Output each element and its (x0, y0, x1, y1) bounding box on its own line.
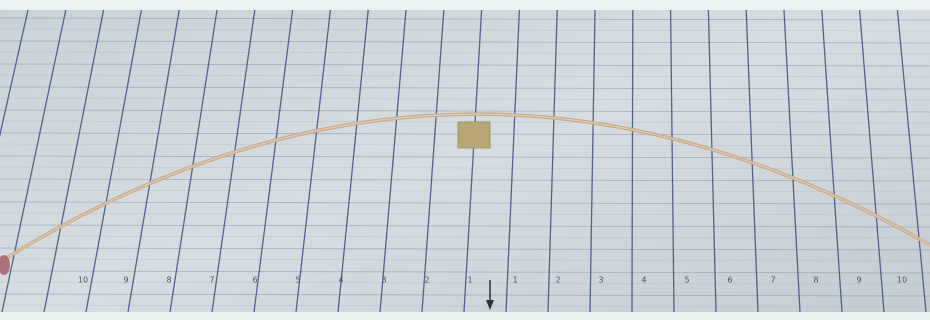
ruler-label: 8 (813, 276, 818, 285)
ruler-label: 3 (598, 276, 603, 285)
ruler-label: 9 (123, 276, 128, 285)
ruler-label: 9 (856, 276, 861, 285)
photo: 10 9 8 7 6 5 4 3 2 1 1 2 3 4 5 6 7 8 9 10 (0, 0, 930, 320)
ruler-label: 2 (424, 276, 429, 285)
ruler-label: 1 (512, 276, 517, 285)
ruler-label: 10 (78, 276, 88, 285)
ruler-label: 4 (641, 276, 646, 285)
ruler-label: 7 (770, 276, 775, 285)
vertical-grid-line (632, 10, 633, 312)
ruler-label: 1 (467, 276, 472, 285)
ruler-label: 4 (338, 276, 343, 285)
page: 1098765432112345678910 (() => { const da… (0, 0, 930, 320)
ruler-label: 5 (295, 276, 300, 285)
ruler-label: 10 (897, 276, 907, 285)
mat-edge (0, 0, 930, 10)
ruler-label: 8 (166, 276, 171, 285)
ruler-label: 3 (381, 276, 386, 285)
mat-edge (0, 312, 930, 320)
ruler-label: 5 (684, 276, 689, 285)
ruler-label: 6 (252, 276, 257, 285)
ruler-label: 7 (209, 276, 214, 285)
ruler-label: 6 (727, 276, 732, 285)
sample-patch (458, 122, 490, 148)
ruler-label: 2 (555, 276, 560, 285)
